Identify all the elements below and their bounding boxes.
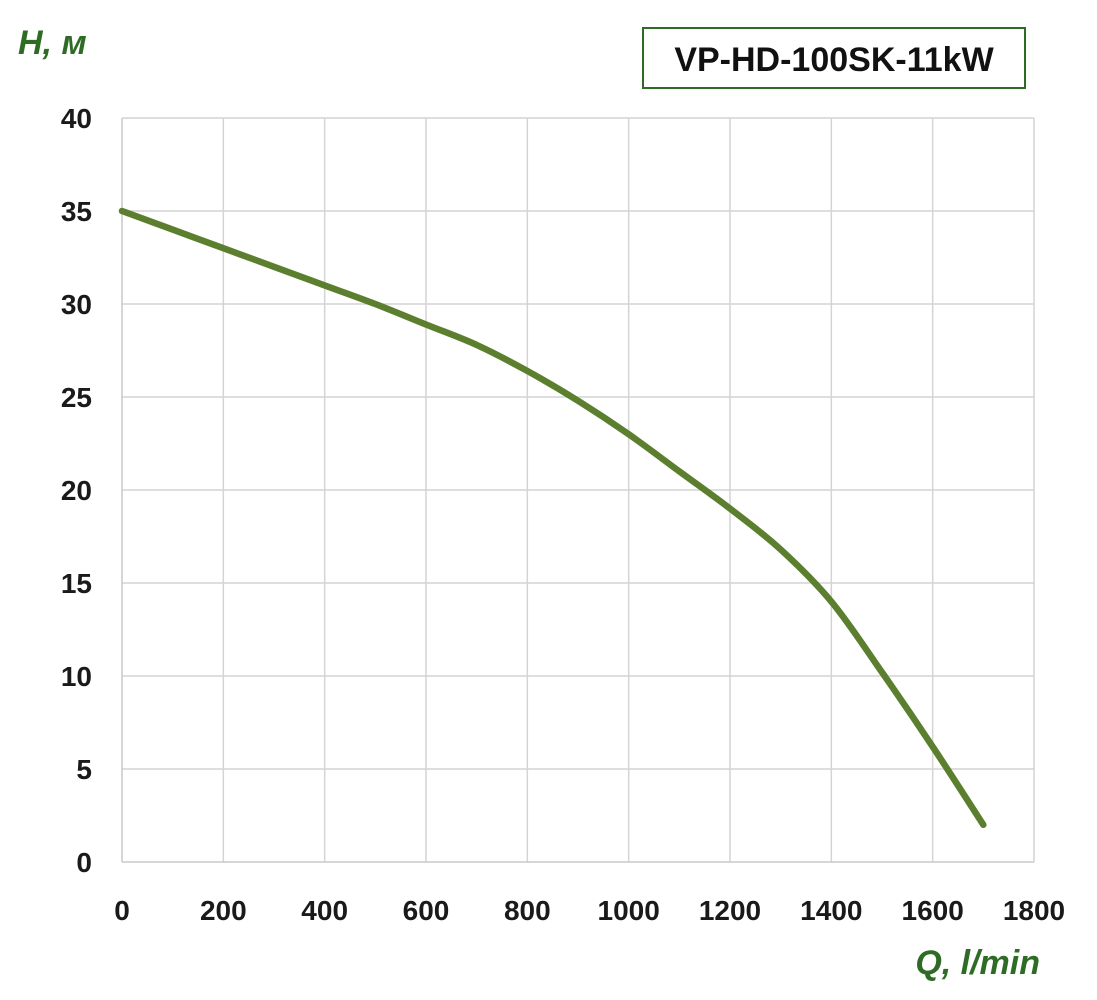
x-tick-label: 200 bbox=[200, 895, 247, 926]
x-tick-label: 0 bbox=[114, 895, 130, 926]
x-tick-label: 1800 bbox=[1003, 895, 1065, 926]
chart-axes bbox=[121, 118, 1034, 863]
x-tick-label: 600 bbox=[403, 895, 450, 926]
x-tick-labels: 0 200 400 600 800 1000 1200 1400 1600 1800 bbox=[114, 895, 1065, 926]
y-tick-label: 30 bbox=[61, 289, 92, 320]
chart-title-box: VP-HD-100SK-11kW bbox=[642, 27, 1026, 89]
chart-grid bbox=[122, 117, 1035, 862]
chart-series bbox=[118, 207, 987, 829]
x-tick-label: 800 bbox=[504, 895, 551, 926]
x-tick-label: 400 bbox=[301, 895, 348, 926]
y-tick-label: 25 bbox=[61, 382, 92, 413]
y-tick-labels: 0 5 10 15 20 25 30 35 40 bbox=[61, 103, 92, 878]
x-tick-label: 1000 bbox=[598, 895, 660, 926]
x-tick-label: 1600 bbox=[902, 895, 964, 926]
y-tick-label: 5 bbox=[76, 754, 92, 785]
title-border bbox=[642, 27, 1026, 89]
chart-title: VP-HD-100SK-11kW bbox=[674, 41, 994, 79]
y-tick-label: 10 bbox=[61, 661, 92, 692]
x-tick-label: 1400 bbox=[800, 895, 862, 926]
y-tick-label: 40 bbox=[61, 103, 92, 134]
x-tick-label: 1200 bbox=[699, 895, 761, 926]
y-tick-label: 0 bbox=[76, 847, 92, 878]
y-tick-label: 35 bbox=[61, 196, 92, 227]
y-tick-label: 20 bbox=[61, 475, 92, 506]
y-tick-label: 15 bbox=[61, 568, 92, 599]
x-axis-label: Q, l/min bbox=[915, 944, 1040, 982]
y-axis-label: H, м bbox=[18, 24, 87, 62]
series-line bbox=[118, 207, 987, 829]
